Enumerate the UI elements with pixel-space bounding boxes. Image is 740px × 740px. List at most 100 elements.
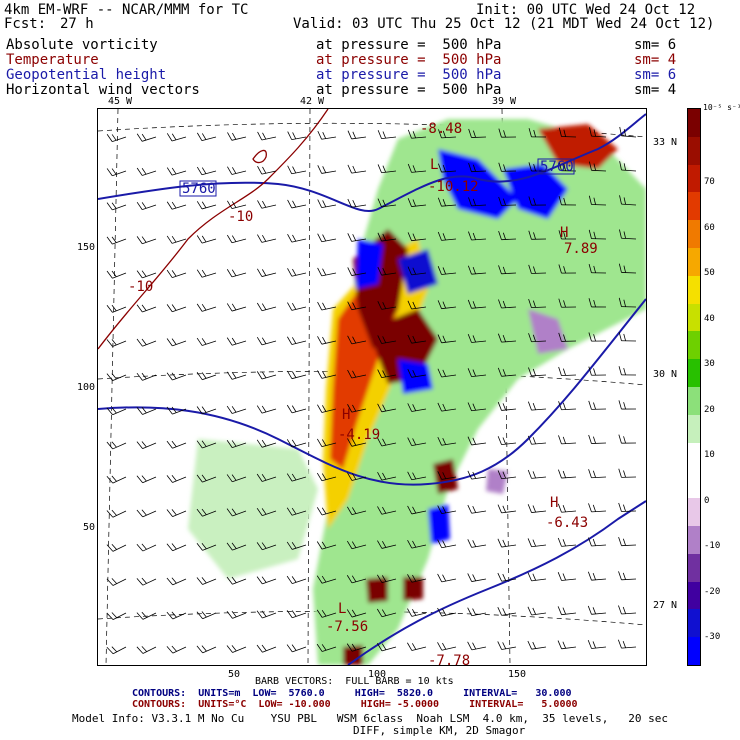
wind-barb (166, 432, 187, 452)
colorbar-swatch (688, 248, 700, 277)
valid-time: Valid: 03 UTC Thu 25 Oct 12 (21 MDT Wed … (293, 16, 715, 32)
wind-barb (106, 125, 127, 146)
wind-barb (588, 498, 607, 517)
wind-barb (497, 498, 517, 517)
wind-barb (467, 566, 487, 586)
colorbar-label: 10 (704, 450, 715, 460)
wind-barb (527, 634, 547, 654)
wind-barb (256, 363, 277, 383)
wind-barb (256, 261, 277, 281)
wind-barb (196, 227, 217, 247)
wind-barb (106, 296, 127, 316)
init-time: Init: 00 UTC Wed 24 Oct 12 (476, 2, 696, 18)
wind-barb (196, 602, 217, 623)
wind-barb (406, 635, 427, 655)
wind-barb (196, 261, 217, 282)
wind-barb (196, 125, 217, 145)
wind-barb (136, 227, 157, 248)
wind-barb (286, 636, 307, 656)
wind-barb (587, 566, 607, 585)
wind-barb (226, 363, 247, 384)
wind-barb (136, 602, 157, 623)
wind-barb (257, 193, 277, 213)
wind-barb (166, 125, 187, 145)
wind-barb (226, 261, 247, 281)
wind-barb (619, 123, 637, 141)
wind-barb (286, 329, 307, 349)
colorbar-unit: 10⁻⁵ s⁻¹ (703, 103, 740, 112)
field-sm-geopotential: sm= 6 (634, 67, 677, 83)
wind-barb (588, 362, 607, 380)
colorbar-label: 50 (704, 268, 715, 278)
physics-info: DIFF, simple KM, 2D Smagor (353, 724, 526, 737)
wind-barb (257, 125, 277, 144)
wind-barb (196, 295, 217, 316)
wind-barb (166, 227, 187, 248)
colorbar-label: 60 (704, 222, 715, 233)
wind-barb (527, 430, 547, 449)
wind-barb (106, 500, 127, 521)
y-tick-100: 100 (77, 382, 96, 393)
colorbar-swatch (688, 526, 700, 555)
colorbar-swatch (688, 581, 700, 610)
field-level-vorticity: at pressure = 500 hPa (316, 37, 502, 53)
contour-temp-info: CONTOURS: UNITS=°C LOW= -10.000 HIGH= -5… (132, 699, 578, 710)
temp-label-minus-1012: -10.12 (428, 179, 479, 195)
wind-barb (226, 295, 247, 315)
wind-barb (618, 566, 637, 585)
colorbar-label: 30 (704, 359, 715, 369)
wind-barb (136, 568, 157, 589)
wind-barb (287, 124, 307, 144)
wind-barb (226, 397, 247, 418)
wind-barb (347, 124, 367, 144)
wind-barb (166, 602, 187, 623)
wind-barb (317, 124, 337, 144)
wind-barb (618, 464, 637, 482)
field-level-wind: at pressure = 500 hPa (316, 82, 502, 98)
colorbar-label: -30 (704, 632, 721, 642)
colorbar-label: 0 (704, 495, 710, 506)
wind-barb (227, 125, 247, 145)
temp-label-minus-643: -6.43 (546, 515, 588, 531)
wind-barb (106, 569, 127, 589)
wind-barb (377, 124, 397, 143)
lat-label-27n: 27 N (653, 600, 678, 611)
wind-barb (557, 600, 577, 619)
wind-barb (467, 498, 487, 518)
wind-barb (196, 329, 217, 350)
wind-barb (558, 362, 577, 380)
field-name-vorticity: Absolute vorticity (6, 37, 158, 53)
wind-barb (227, 159, 247, 179)
x-tick-50: 50 (228, 669, 241, 680)
forecast-hour: 27 h (60, 16, 94, 32)
wind-barb (136, 125, 157, 146)
colorbar-label: 40 (704, 313, 715, 324)
colorbar-swatch (688, 498, 700, 527)
field-level-temperature: at pressure = 500 hPa (316, 52, 502, 68)
wind-barb (196, 636, 217, 657)
low-marker: L (430, 157, 438, 173)
field-level-geopotential: at pressure = 500 hPa (316, 67, 502, 83)
wind-barb (256, 329, 277, 349)
wind-barb (257, 227, 277, 247)
height-label-5760-b: 5760 (540, 159, 574, 175)
temp-label-minus-10-a: -10 (228, 209, 253, 225)
wind-barb (136, 636, 157, 657)
colorbar-swatch (688, 303, 700, 332)
wind-barb (136, 193, 157, 214)
wind-barb (588, 532, 607, 551)
colorbar-swatch (688, 414, 700, 444)
field-name-wind: Horizontal wind vectors (6, 82, 200, 98)
wind-barb (287, 193, 307, 212)
wind-barb (226, 329, 247, 349)
colorbar-label: -10 (704, 541, 721, 551)
field-sm-temperature: sm= 4 (634, 52, 677, 68)
wind-barb (166, 534, 187, 555)
lon-label-45w: 45 W (108, 96, 133, 107)
wind-barb (286, 363, 307, 383)
colorbar-swatch (688, 220, 700, 249)
wind-barb (226, 227, 247, 247)
high-marker-c: H (550, 495, 558, 511)
wind-barb (588, 396, 607, 414)
colorbar-swatch (688, 109, 700, 138)
